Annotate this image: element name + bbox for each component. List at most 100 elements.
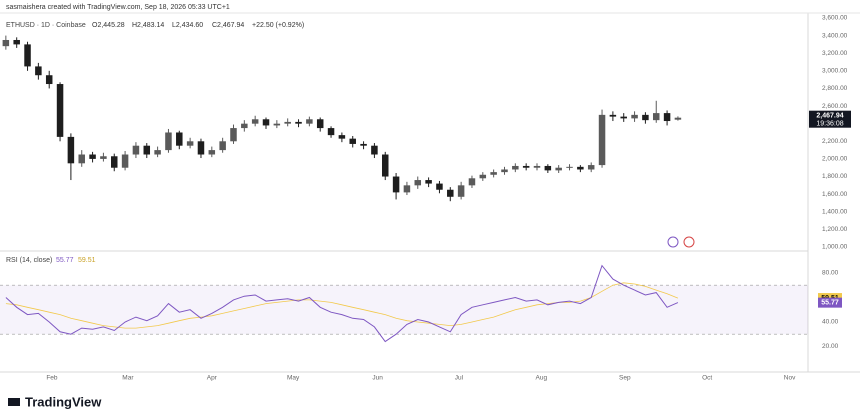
candle-body xyxy=(176,132,183,146)
y-tick-label: 3,600.00 xyxy=(822,15,848,22)
last-price-box xyxy=(809,110,851,128)
candle-body xyxy=(273,123,281,126)
value-box-label: 55.77 xyxy=(821,299,839,306)
y-tick-label: 2,600.00 xyxy=(822,103,848,110)
candle-body xyxy=(24,44,31,67)
y-tick-label: 2,200.00 xyxy=(822,138,848,145)
candle-body xyxy=(35,66,42,76)
value-box xyxy=(818,297,842,308)
candle-body xyxy=(620,116,627,119)
header: sasmaishera created with TradingView.com… xyxy=(6,4,230,11)
y-tick-label: 3,200.00 xyxy=(822,50,848,57)
x-tick-label: Jul xyxy=(455,375,464,382)
candle-body xyxy=(447,189,454,197)
candle-body xyxy=(230,128,237,142)
candle-body xyxy=(490,172,497,175)
candle-body xyxy=(251,119,259,124)
candle-body xyxy=(45,75,53,85)
candle-body xyxy=(555,167,562,171)
candle-body xyxy=(479,174,487,179)
candle-body xyxy=(425,180,432,184)
legend-value: +22.50 (+0.92%) xyxy=(252,22,304,29)
candle-body xyxy=(154,150,161,155)
candle-body xyxy=(371,145,378,155)
candle-body xyxy=(197,141,205,155)
legend-symbol: ETHUSD · 1D · Coinbase xyxy=(6,22,86,29)
event-icon[interactable] xyxy=(667,236,679,248)
y-tick-label: 1,400.00 xyxy=(822,208,848,215)
candle-body xyxy=(674,117,682,120)
candle-body xyxy=(262,119,270,126)
logo: TradingView xyxy=(8,394,102,409)
candle-body xyxy=(566,166,573,168)
candle-body xyxy=(327,128,335,136)
y-tick-label: 3,400.00 xyxy=(822,32,848,39)
x-tick-label: Apr xyxy=(207,375,218,382)
candle-body xyxy=(165,132,172,151)
last-price-label: 2,467.94 xyxy=(816,113,843,120)
candle-body xyxy=(295,121,302,124)
x-tick-label: Aug xyxy=(536,375,548,382)
candle-body xyxy=(349,138,356,144)
y-tick-label: 1,600.00 xyxy=(822,191,848,198)
footer: TradingView xyxy=(25,394,102,409)
candle-body xyxy=(186,141,194,146)
y-tick-label: 1,000.00 xyxy=(822,244,848,251)
y-tick-label: 80.00 xyxy=(822,270,839,277)
candle-body xyxy=(67,136,75,164)
candle-body xyxy=(544,165,552,171)
candle-body xyxy=(2,39,10,47)
y-tick-label: 1,800.00 xyxy=(822,173,848,180)
candle-body xyxy=(577,166,584,170)
legend-value: O2,445.28 xyxy=(92,22,125,29)
x-tick-label: May xyxy=(287,375,300,382)
candle-body xyxy=(642,114,649,121)
candle-body xyxy=(121,154,129,168)
logo-mark xyxy=(8,398,20,406)
x-tick-label: Feb xyxy=(46,375,58,382)
candle-body xyxy=(338,135,346,139)
candle-body xyxy=(306,119,313,124)
x-tick-label: Oct xyxy=(702,375,712,382)
candle-body xyxy=(663,113,671,122)
candle-body xyxy=(468,178,476,186)
candle-body xyxy=(110,156,118,168)
candle-body xyxy=(78,154,85,164)
candle-body xyxy=(403,185,411,193)
candle-body xyxy=(100,156,107,159)
candle-body xyxy=(381,154,389,177)
candle-body xyxy=(132,145,140,155)
y-tick-label: 20.00 xyxy=(822,343,839,350)
candle-body xyxy=(56,84,64,137)
legend-value: 59.51 xyxy=(78,257,96,264)
candle-body xyxy=(512,165,519,170)
candle-body xyxy=(360,143,367,146)
candle-body xyxy=(533,165,541,168)
rsi-band xyxy=(0,285,808,335)
x-tick-label: Jun xyxy=(372,375,383,382)
countdown: 19:36:08 xyxy=(816,121,843,128)
candle-body xyxy=(652,113,660,121)
y-tick-label: 40.00 xyxy=(822,319,839,326)
candle-body xyxy=(501,169,508,173)
y-tick-label: 3,000.00 xyxy=(822,68,848,75)
candle-body xyxy=(143,145,151,155)
candle-body xyxy=(284,121,291,124)
legend-value: L2,434.60 xyxy=(172,22,203,29)
event-icon[interactable] xyxy=(683,236,695,248)
y-tick-label: 2,800.00 xyxy=(822,85,848,92)
candle-body xyxy=(587,165,595,170)
candle-body xyxy=(631,114,638,119)
candle-body xyxy=(609,114,617,117)
y-tick-label: 1,200.00 xyxy=(822,226,848,233)
legend-value: C2,467.94 xyxy=(212,22,244,29)
y-tick-label: 2,000.00 xyxy=(822,156,848,163)
candle-body xyxy=(522,165,530,168)
x-tick-label: Mar xyxy=(122,375,134,382)
x-tick-label: Sep xyxy=(619,375,631,382)
candle-body xyxy=(219,141,226,151)
legend-value: 55.77 xyxy=(56,257,74,264)
legend-value: H2,483.14 xyxy=(132,22,164,29)
